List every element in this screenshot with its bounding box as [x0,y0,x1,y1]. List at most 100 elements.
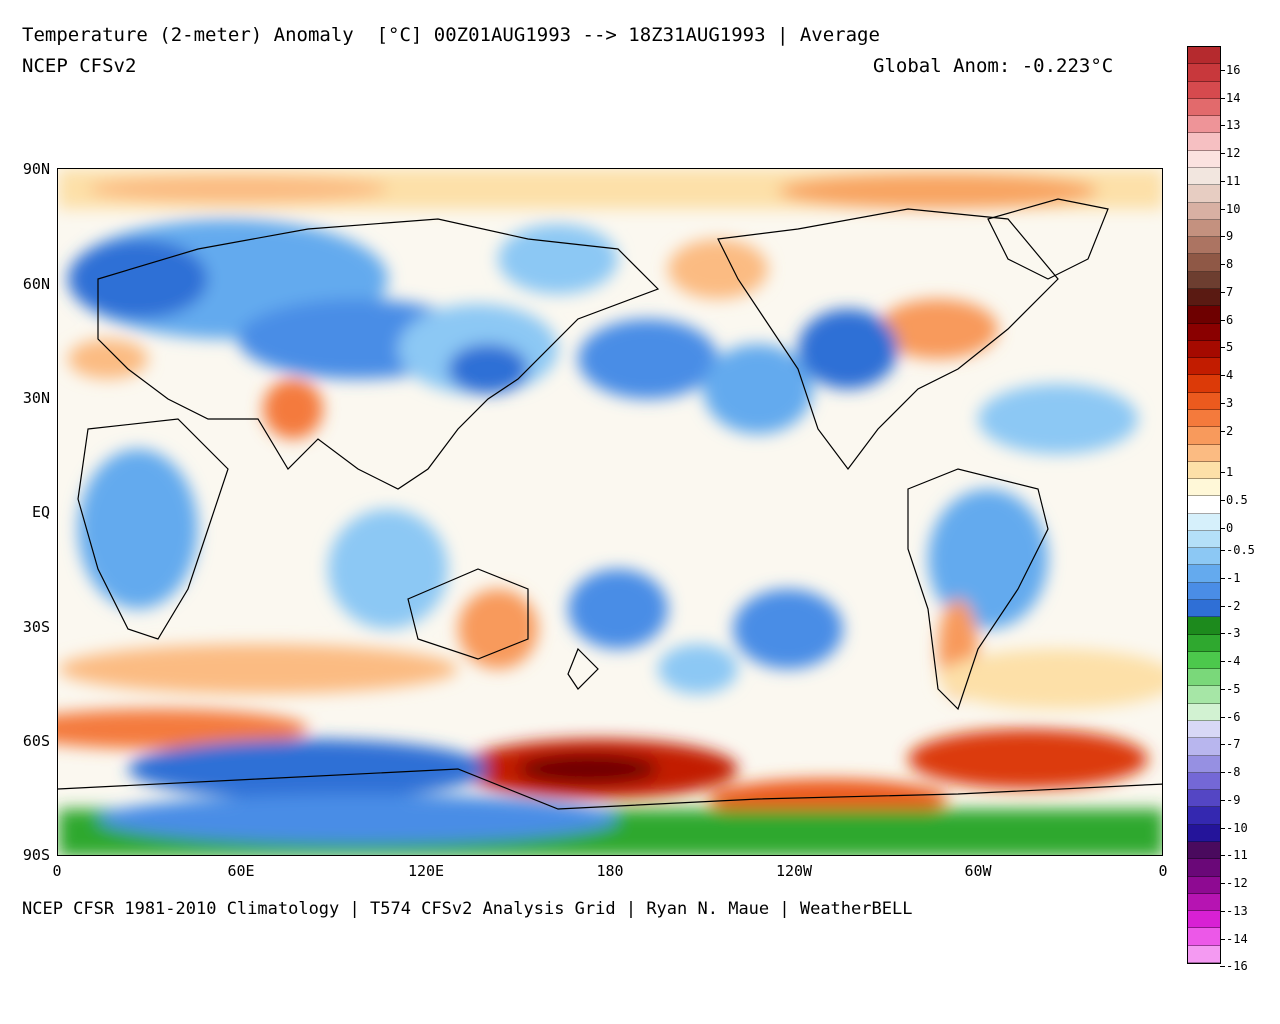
colorbar-tick [1220,236,1225,238]
colorbar-label: -9 [1226,792,1241,807]
colorbar-label: 1 [1226,465,1234,480]
colorbar-tick [1220,633,1225,635]
colorbar-cell [1188,634,1220,652]
coastlines [58,198,1162,810]
colorbar-cell [1188,288,1220,307]
anomaly-map [57,168,1163,856]
colorbar-cell [1188,98,1220,117]
colorbar-label: 10 [1226,201,1241,216]
colorbar-cell [1188,600,1220,618]
colorbar-cell [1188,893,1220,912]
colorbar-tick [1220,180,1225,182]
colorbar-cell [1188,116,1220,134]
colorbar-tick [1220,772,1225,774]
lon-label: 180 [596,862,624,880]
colorbar-label: -12 [1226,876,1248,891]
colorbar-cell [1188,790,1220,808]
colorbar-label: 8 [1226,257,1234,272]
colorbar-tick [1220,472,1225,474]
colorbar-label: -0.5 [1226,543,1255,558]
colorbar-tick [1220,744,1225,746]
colorbar-label: -8 [1226,765,1241,780]
lat-label: 60N [22,275,50,293]
colorbar-cell [1188,928,1220,946]
colorbar-cell [1188,703,1220,722]
colorbar-label: 11 [1226,173,1241,188]
colorbar-cell [1188,617,1220,635]
colorbar-tick [1220,402,1225,404]
colorbar-cell [1188,669,1220,687]
colorbar-cell [1188,340,1220,359]
colorbar-cell [1188,513,1220,531]
colorbar-tick [1220,527,1225,529]
colorbar-label: -3 [1226,626,1241,641]
colorbar-label: 3 [1226,395,1234,410]
lat-label: 30S [22,618,50,636]
colorbar-tick [1220,264,1225,266]
colorbar-tick [1220,208,1225,210]
colorbar-cell [1188,945,1220,963]
colorbar-cell [1188,651,1220,670]
colorbar-label: 5 [1226,340,1234,355]
colorbar-tick [1220,966,1225,968]
colorbar-label: 7 [1226,284,1234,299]
colorbar-tick [1220,716,1225,718]
colorbar-cell [1188,530,1220,549]
colorbar-cell [1188,548,1220,566]
colorbar-cell [1188,271,1220,289]
lon-label: 120W [775,862,813,880]
colorbar-tick [1220,69,1225,71]
model-name: NCEP CFSv2 [22,55,137,77]
colorbar-tick [1220,125,1225,127]
colorbar-tick [1220,347,1225,349]
chart-title: Temperature (2-meter) Anomaly [°C] 00Z01… [22,24,880,46]
colorbar-tick [1220,375,1225,377]
colorbar-cell [1188,47,1220,65]
colorbar-label: 2 [1226,423,1234,438]
lat-label: 30N [22,389,50,407]
colorbar-label: -6 [1226,709,1241,724]
lon-label: 60W [964,862,992,880]
colorbar-cell [1188,133,1220,151]
lat-label: EQ [31,503,50,521]
colorbar-label: 14 [1226,90,1241,105]
colorbar-label: -11 [1226,848,1248,863]
colorbar-label: -13 [1226,903,1248,918]
colorbar-cell [1188,323,1220,341]
colorbar-cell [1188,202,1220,220]
anomaly-field [58,169,1162,855]
lon-label: 120E [407,862,445,880]
colorbar-label: -5 [1226,681,1241,696]
colorbar-tick [1220,883,1225,885]
colorbar-cell [1188,479,1220,497]
colorbar-tick [1220,938,1225,940]
colorbar-tick [1220,577,1225,579]
colorbar-cell [1188,185,1220,203]
lat-label: 60S [22,732,50,750]
lat-label: 90S [22,846,50,864]
colorbar-cell [1188,461,1220,480]
colorbar-tick [1220,550,1225,552]
colorbar-cell [1188,81,1220,99]
colorbar-tick [1220,500,1225,502]
colorbar-cell [1188,582,1220,601]
colorbar-cell [1188,427,1220,445]
colorbar-cell [1188,237,1220,255]
colorbar-cell [1188,842,1220,860]
colorbar-tick [1220,910,1225,912]
colorbar-tick [1220,430,1225,432]
colorbar-tick [1220,855,1225,857]
colorbar-label: 13 [1226,118,1241,133]
colorbar-label: -4 [1226,654,1241,669]
lon-label: 0 [52,862,62,880]
colorbar-cell [1188,755,1220,773]
colorbar-tick [1220,827,1225,829]
colorbar-tick [1220,605,1225,607]
colorbar-tick [1220,153,1225,155]
colorbar-cell [1188,64,1220,82]
colorbar-label: -10 [1226,820,1248,835]
colorbar-cell [1188,254,1220,272]
colorbar-cell [1188,409,1220,428]
colorbar-cell [1188,721,1220,739]
colorbar-cell [1188,306,1220,324]
